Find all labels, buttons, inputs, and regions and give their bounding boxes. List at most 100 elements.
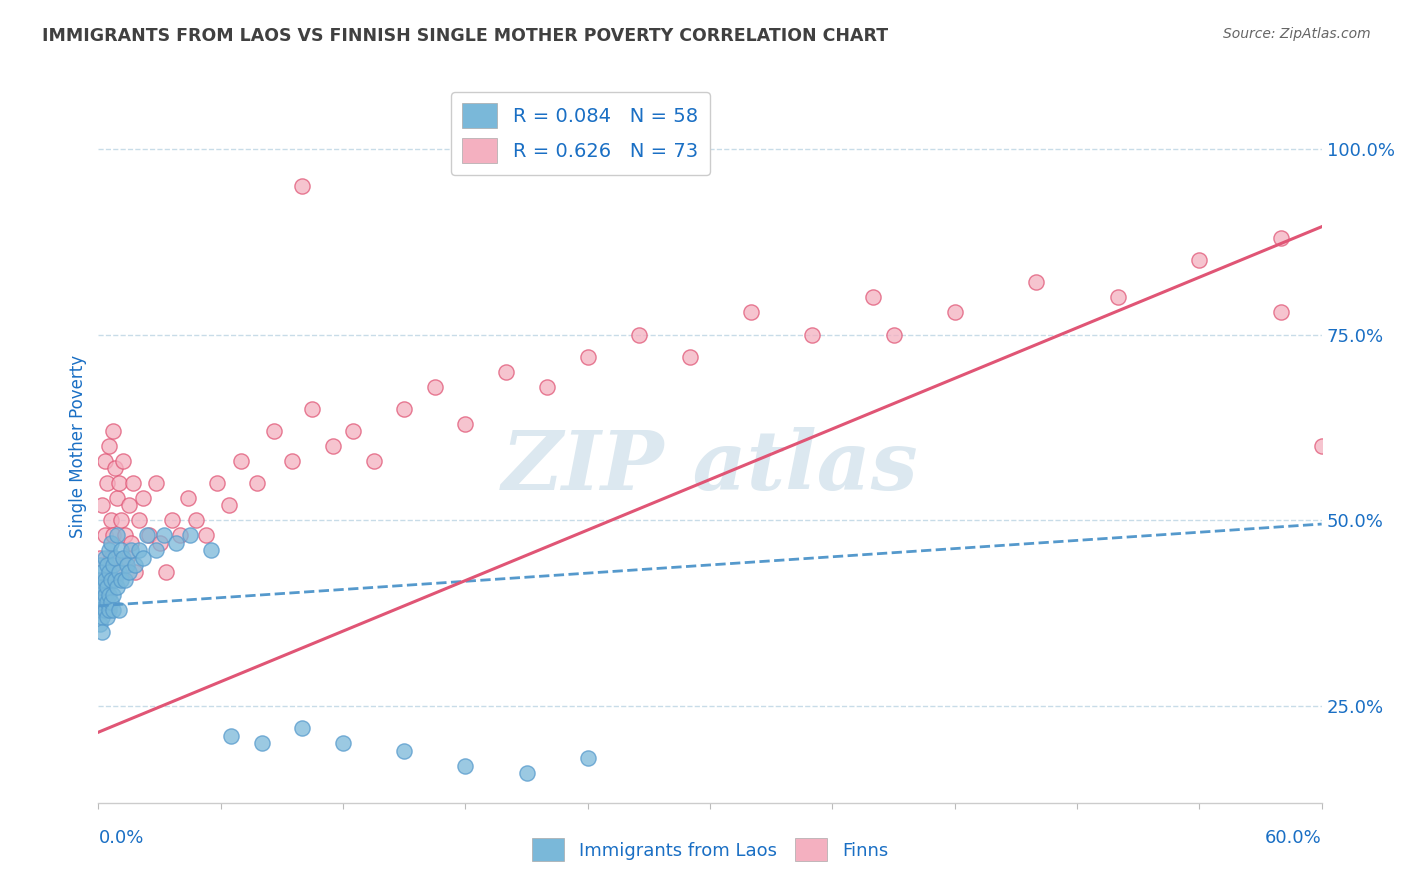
Point xyxy=(120,535,142,549)
Point xyxy=(136,528,159,542)
Point xyxy=(332,736,354,750)
Point xyxy=(96,595,118,609)
Point xyxy=(100,513,122,527)
Point xyxy=(536,379,558,393)
Point xyxy=(111,550,134,565)
Point xyxy=(97,543,120,558)
Point xyxy=(97,439,120,453)
Point xyxy=(132,550,155,565)
Point xyxy=(1025,276,1047,290)
Point xyxy=(1270,231,1292,245)
Point xyxy=(392,744,416,758)
Point xyxy=(91,499,114,513)
Point xyxy=(219,729,242,743)
Point xyxy=(89,602,111,616)
Point xyxy=(179,528,201,542)
Point xyxy=(218,499,240,513)
Point xyxy=(108,566,131,580)
Point xyxy=(96,558,118,572)
Point xyxy=(122,476,145,491)
Point xyxy=(93,454,115,468)
Point xyxy=(392,401,416,416)
Point xyxy=(110,513,132,527)
Point xyxy=(149,535,172,549)
Point xyxy=(91,610,114,624)
Point xyxy=(93,550,115,565)
Point xyxy=(495,365,517,379)
Point xyxy=(97,566,120,580)
Text: 0.0%: 0.0% xyxy=(98,829,143,847)
Point xyxy=(114,528,136,542)
Point xyxy=(132,491,155,505)
Text: IMMIGRANTS FROM LAOS VS FINNISH SINGLE MOTHER POVERTY CORRELATION CHART: IMMIGRANTS FROM LAOS VS FINNISH SINGLE M… xyxy=(42,27,889,45)
Point xyxy=(118,499,141,513)
Point xyxy=(145,543,167,558)
Point xyxy=(91,566,114,580)
Point xyxy=(128,543,150,558)
Point xyxy=(128,513,150,527)
Point xyxy=(101,558,124,572)
Point xyxy=(516,766,538,780)
Point xyxy=(291,722,314,736)
Text: Source: ZipAtlas.com: Source: ZipAtlas.com xyxy=(1223,27,1371,41)
Point xyxy=(97,588,120,602)
Point xyxy=(138,528,160,542)
Point xyxy=(145,476,167,491)
Point xyxy=(1188,253,1211,268)
Point xyxy=(155,566,177,580)
Point xyxy=(93,588,115,602)
Point xyxy=(100,595,122,609)
Point xyxy=(195,528,218,542)
Point xyxy=(111,454,134,468)
Point xyxy=(89,573,111,587)
Point xyxy=(576,350,599,364)
Point xyxy=(104,550,127,565)
Point xyxy=(124,566,146,580)
Point xyxy=(97,573,120,587)
Point xyxy=(96,580,118,594)
Point xyxy=(110,573,132,587)
Point xyxy=(1270,305,1292,319)
Point xyxy=(250,736,273,750)
Point xyxy=(160,513,183,527)
Point xyxy=(627,327,650,342)
Point xyxy=(423,379,446,393)
Point xyxy=(124,558,146,572)
Point xyxy=(89,617,111,632)
Point xyxy=(97,602,120,616)
Point xyxy=(943,305,966,319)
Point xyxy=(93,602,115,616)
Point xyxy=(96,476,118,491)
Point xyxy=(108,476,131,491)
Point xyxy=(291,178,314,193)
Point xyxy=(576,751,599,765)
Point xyxy=(115,558,138,572)
Point xyxy=(454,417,477,431)
Point xyxy=(104,566,127,580)
Point xyxy=(200,543,222,558)
Point xyxy=(105,528,128,542)
Text: 60.0%: 60.0% xyxy=(1265,829,1322,847)
Point xyxy=(89,602,111,616)
Point xyxy=(263,424,285,438)
Point xyxy=(93,573,115,587)
Point xyxy=(115,550,138,565)
Y-axis label: Single Mother Poverty: Single Mother Poverty xyxy=(69,354,87,538)
Point xyxy=(186,513,208,527)
Point xyxy=(862,290,884,304)
Point xyxy=(101,424,124,438)
Point xyxy=(105,580,128,594)
Point xyxy=(89,588,111,602)
Point xyxy=(281,454,304,468)
Point xyxy=(169,528,191,542)
Point xyxy=(454,758,477,772)
Point xyxy=(104,461,127,475)
Point xyxy=(93,528,115,542)
Point xyxy=(91,580,114,594)
Point xyxy=(110,543,132,558)
Point xyxy=(342,424,364,438)
Point xyxy=(100,573,122,587)
Point xyxy=(205,476,228,491)
Point xyxy=(101,528,124,542)
Point xyxy=(93,588,115,602)
